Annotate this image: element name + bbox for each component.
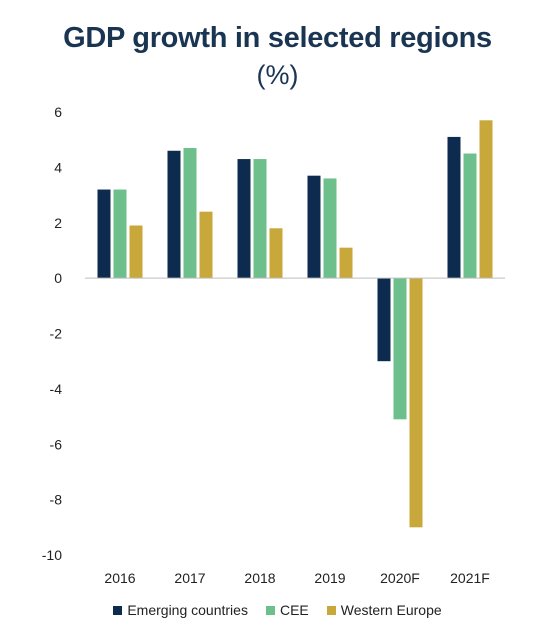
y-tick-label: -4 — [50, 381, 63, 397]
y-tick-label: 4 — [54, 159, 62, 175]
bar-western-europe-2016 — [129, 225, 143, 279]
bar-western-europe-2018 — [269, 228, 283, 279]
bar-chart: 6 4 2 0 -2 -4 -6 -8 -10 2016 2017 2018 2019 2020F 202… — [42, 104, 505, 586]
legend-label: Emerging countries — [127, 602, 248, 618]
y-tick-label: -6 — [50, 436, 63, 452]
chart-title: GDP growth in selected regions — [63, 22, 492, 54]
bar-western-europe-2020f — [409, 278, 423, 528]
legend: Emerging countries CEE Western Europe — [0, 602, 555, 618]
y-tick-label: -2 — [50, 326, 63, 342]
bar-series — [97, 120, 493, 528]
x-tick-label: 2019 — [314, 570, 345, 586]
legend-item: Emerging countries — [113, 602, 248, 618]
y-axis-ticks: 6 4 2 0 -2 -4 -6 -8 -10 — [42, 104, 62, 563]
y-tick-label: 0 — [54, 270, 62, 286]
bar-cee-2019 — [323, 178, 337, 279]
bar-cee-2018 — [253, 159, 267, 279]
x-tick-label: 2016 — [104, 570, 135, 586]
x-axis-ticks: 2016 2017 2018 2019 2020F 2021F — [104, 570, 489, 586]
bar-emerging-countries-2020f — [377, 278, 391, 362]
y-tick-label: -10 — [42, 547, 62, 563]
y-tick-label: 6 — [54, 104, 62, 120]
x-tick-label: 2017 — [174, 570, 205, 586]
bar-emerging-countries-2016 — [97, 189, 111, 279]
bar-emerging-countries-2021f — [447, 136, 461, 279]
x-tick-label: 2020F — [380, 570, 420, 586]
legend-item: Western Europe — [326, 602, 442, 618]
y-tick-label: -8 — [50, 492, 63, 508]
bar-cee-2017 — [183, 147, 197, 279]
bar-cee-2021f — [463, 153, 477, 279]
legend-label: Western Europe — [340, 602, 442, 618]
legend-label: CEE — [279, 602, 309, 618]
x-tick-label: 2018 — [244, 570, 275, 586]
bar-emerging-countries-2018 — [237, 159, 251, 279]
bar-western-europe-2021f — [479, 120, 493, 279]
y-tick-label: 2 — [54, 215, 62, 231]
bar-emerging-countries-2017 — [167, 150, 181, 279]
bar-western-europe-2019 — [339, 247, 353, 279]
x-tick-label: 2021F — [450, 570, 490, 586]
bar-western-europe-2017 — [199, 211, 213, 279]
legend-swatch — [326, 605, 336, 615]
bar-cee-2016 — [113, 189, 127, 279]
legend-swatch — [265, 605, 275, 615]
legend-swatch — [113, 605, 123, 615]
legend-item: CEE — [265, 602, 309, 618]
chart-subtitle: (%) — [256, 60, 299, 90]
bar-cee-2020f — [393, 278, 407, 420]
bar-emerging-countries-2019 — [307, 175, 321, 279]
